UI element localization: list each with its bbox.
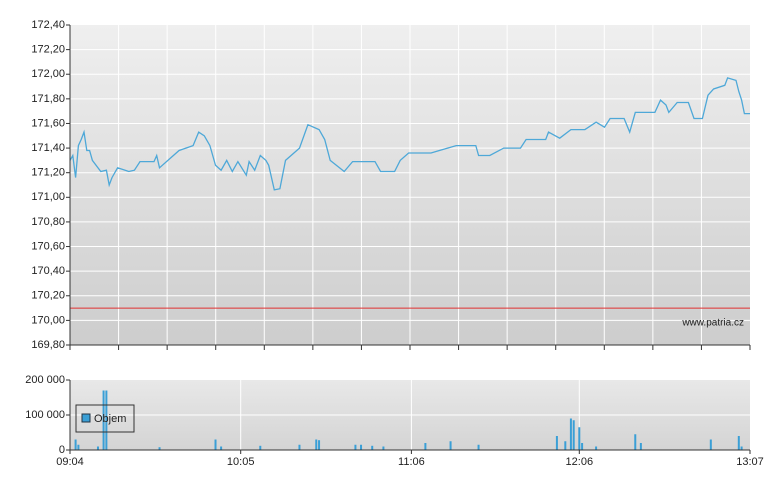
y-tick-label: 171,20 <box>31 167 65 179</box>
price-line <box>69 77 750 191</box>
volume-bar <box>298 444 301 450</box>
volume-bar <box>555 436 558 450</box>
x-tick-label: 10:05 <box>227 456 255 468</box>
watermark: www.patria.cz <box>681 318 744 329</box>
volume-bar <box>578 427 581 450</box>
legend-label: Objem <box>94 413 126 425</box>
y-tick-label: 171,80 <box>31 93 65 105</box>
x-tick-label: 13:07 <box>736 456 764 468</box>
y-tick-label: 171,00 <box>31 191 65 203</box>
y-tick-label: 100 000 <box>25 409 65 421</box>
volume-bar <box>639 443 642 450</box>
y-tick-label: 170,80 <box>31 216 65 228</box>
volume-bar <box>564 441 567 450</box>
volume-bar <box>634 434 637 450</box>
volume-bar <box>259 445 262 450</box>
volume-bar <box>74 439 77 450</box>
volume-bar <box>354 444 357 450</box>
x-tick-label: 09:04 <box>56 456 84 468</box>
volume-bar <box>371 445 374 450</box>
y-tick-label: 0 <box>59 444 65 456</box>
volume-bar <box>382 446 385 450</box>
volume-bar <box>709 439 712 450</box>
volume-bar <box>572 420 575 450</box>
volume-bar <box>737 436 740 450</box>
y-tick-label: 170,40 <box>31 265 65 277</box>
volume-bar <box>105 390 108 450</box>
volume-bar <box>477 444 480 450</box>
legend-swatch <box>81 413 91 423</box>
volume-bar <box>102 390 105 450</box>
volume-bar <box>449 441 452 450</box>
volume-bar <box>569 418 572 450</box>
x-tick-label: 11:06 <box>398 456 425 468</box>
legend-box <box>75 404 135 433</box>
y-tick-label: 170,20 <box>31 290 65 302</box>
y-tick-label: 169,80 <box>31 339 65 351</box>
y-tick-label: 172,40 <box>31 19 65 31</box>
volume-bar <box>96 446 99 450</box>
y-tick-label: 170,60 <box>31 240 65 252</box>
volume-bar <box>581 443 584 450</box>
volume-bar <box>424 443 427 450</box>
x-tick-label: 12:06 <box>566 456 594 468</box>
y-tick-label: 172,00 <box>31 68 65 80</box>
volume-bar <box>315 439 318 450</box>
y-tick-label: 200 000 <box>25 374 65 386</box>
y-tick-label: 171,40 <box>31 142 65 154</box>
volume-bar <box>158 447 161 450</box>
volume-bar <box>220 446 223 450</box>
volume-bar <box>318 440 321 450</box>
volume-bar <box>740 446 743 450</box>
y-tick-label: 171,60 <box>31 117 65 129</box>
y-tick-label: 170,00 <box>31 314 65 326</box>
volume-bar <box>214 439 217 450</box>
volume-bar <box>595 446 598 450</box>
y-tick-label: 172,20 <box>31 44 65 56</box>
volume-bar <box>77 444 80 450</box>
volume-bar <box>360 444 363 450</box>
